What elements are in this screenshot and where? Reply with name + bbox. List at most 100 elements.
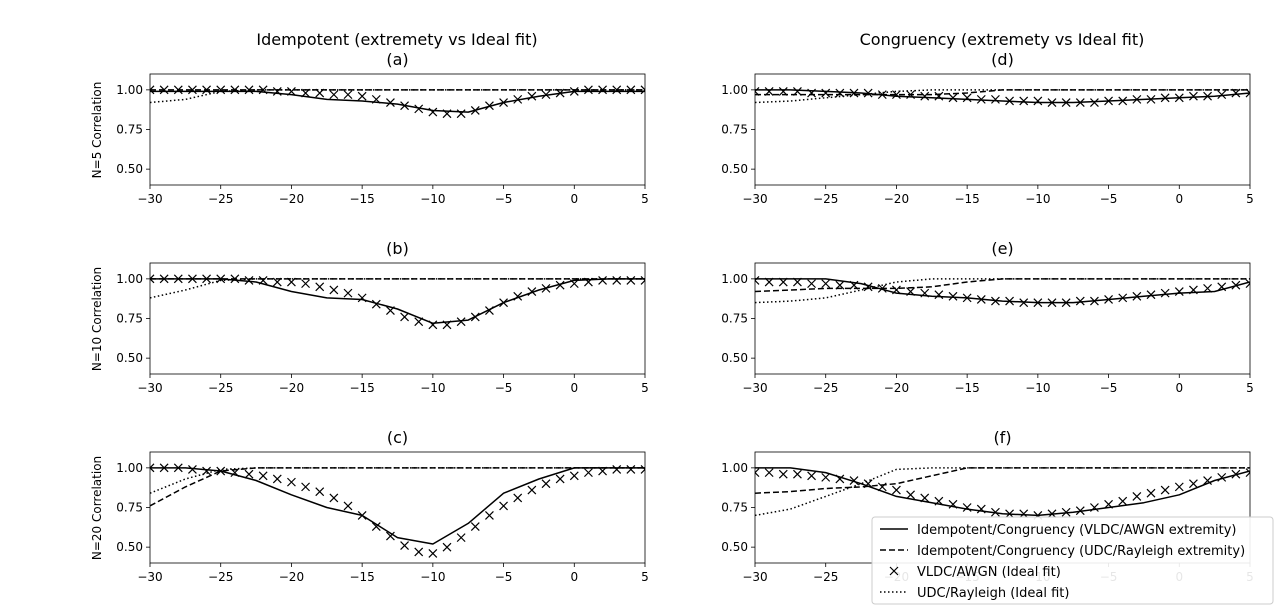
- x-marker-point: [1061, 98, 1071, 107]
- x-marker-point: [1090, 503, 1099, 512]
- x-marker-point: [821, 472, 831, 482]
- x-marker-point: [202, 274, 211, 284]
- x-marker-point: [755, 468, 760, 478]
- x-marker-point: [1203, 476, 1212, 485]
- x-tick-label: −5: [495, 570, 513, 584]
- x-marker-point: [1160, 288, 1170, 298]
- y-tick-label: 0.50: [116, 540, 143, 554]
- series-vldc-awgn-extremity-line: [755, 467, 1250, 517]
- x-marker-point: [584, 277, 593, 287]
- x-marker-point: [499, 501, 508, 511]
- x-marker-point: [442, 109, 452, 119]
- x-marker-point: [807, 88, 816, 98]
- x-marker-point: [371, 522, 381, 531]
- x-marker-point: [315, 487, 325, 497]
- legend-label-solid: Idempotent/Congruency (VLDC/AWGN extremi…: [917, 523, 1236, 538]
- x-marker-point: [456, 109, 466, 119]
- x-tick-label: 5: [641, 192, 649, 206]
- x-marker-point: [485, 306, 494, 315]
- x-marker-point: [934, 91, 944, 101]
- x-marker-point: [188, 465, 197, 474]
- x-marker-point: [892, 285, 901, 295]
- x-marker-point: [584, 468, 593, 478]
- x-marker-point: [301, 88, 310, 98]
- x-marker-point: [640, 465, 645, 474]
- x-tick-label: −5: [1100, 192, 1118, 206]
- x-marker-point: [1245, 279, 1250, 289]
- x-marker-point: [272, 87, 282, 96]
- plot-area-frame: [754, 73, 1251, 186]
- x-marker-point: [188, 85, 197, 95]
- x-tick-label: −25: [208, 570, 233, 584]
- x-marker-point: [1104, 96, 1113, 106]
- x-marker-point: [150, 274, 155, 284]
- x-marker-point: [764, 87, 774, 96]
- x-marker-point: [555, 280, 565, 290]
- x-marker-point: [159, 463, 169, 473]
- x-marker-point: [357, 293, 367, 303]
- x-marker-point: [414, 317, 424, 327]
- series-vldc-awgn-extremity-line: [755, 278, 1250, 304]
- x-marker-point: [301, 482, 310, 492]
- legend-x-marker-swatch: [889, 566, 899, 576]
- series-vldc-awgn-ideal-fit: [755, 468, 1250, 520]
- x-marker-point: [470, 106, 480, 115]
- x-marker-point: [793, 469, 802, 479]
- x-marker-point: [216, 85, 226, 95]
- x-marker-point: [569, 471, 579, 481]
- x-marker-point: [343, 288, 353, 298]
- x-marker-point: [1090, 98, 1099, 107]
- x-marker-point: [188, 274, 197, 284]
- x-marker-point: [877, 283, 887, 293]
- x-marker-point: [287, 87, 296, 96]
- x-marker-point: [835, 280, 845, 290]
- x-marker-point: [1033, 298, 1043, 308]
- y-tick-label: 0.50: [721, 540, 748, 554]
- subplot-grid: (a) −30 −25 −20 −15 −10 −5 0 5 0.50 0.75 1.00 (b) −30…: [116, 50, 1254, 584]
- x-marker-point: [598, 466, 607, 476]
- x-marker-point: [906, 90, 915, 100]
- x-marker-point: [216, 466, 226, 476]
- x-marker-point: [541, 479, 551, 489]
- x-marker-point: [230, 274, 240, 284]
- x-marker-point: [991, 296, 1000, 306]
- x-tick-label: −30: [742, 381, 767, 395]
- x-marker-point: [934, 496, 944, 506]
- legend-label-x-marker: VLDC/AWGN (Ideal fit): [917, 565, 1061, 580]
- x-tick-label: −30: [137, 192, 162, 206]
- x-marker-point: [877, 90, 887, 100]
- row-label-n5: N=5 Correlation: [90, 82, 104, 179]
- x-marker-point: [569, 279, 579, 289]
- legend: Idempotent/Congruency (VLDC/AWGN extremi…: [871, 516, 1274, 605]
- x-marker-point: [555, 474, 565, 484]
- x-tick-label: −30: [137, 570, 162, 584]
- x-marker-point: [1174, 93, 1184, 103]
- x-marker-point: [400, 312, 409, 322]
- x-tick-label: 5: [1246, 381, 1254, 395]
- y-tick-label: 1.00: [116, 461, 143, 475]
- x-marker-point: [287, 477, 296, 487]
- x-tick-label: −5: [495, 381, 513, 395]
- series-udc-rayleigh-ideal-fit-line: [150, 467, 645, 494]
- plot-area-frame: [149, 73, 646, 186]
- series-udc-rayleigh-ideal-fit-line: [150, 278, 645, 299]
- subplot-title: (e): [991, 239, 1013, 258]
- series-vldc-awgn-extremity-line: [755, 89, 1250, 104]
- x-marker-point: [244, 469, 254, 479]
- x-marker-point: [849, 88, 859, 98]
- subplot-a: (a) −30 −25 −20 −15 −10 −5 0 5 0.50 0.75 1.00: [116, 50, 649, 206]
- x-marker-point: [150, 463, 155, 473]
- plot-area-frame: [149, 262, 646, 375]
- column-title-left: Idempotent (extremety vs Ideal fit): [256, 30, 537, 49]
- x-marker-point: [258, 276, 268, 285]
- x-marker-point: [513, 291, 523, 301]
- legend-frame: [871, 516, 1274, 605]
- y-tick-label: 0.50: [116, 351, 143, 365]
- x-marker-point: [598, 276, 607, 285]
- x-tick-label: −10: [1025, 381, 1050, 395]
- x-marker-point: [173, 463, 183, 473]
- y-tick-label: 0.75: [721, 123, 748, 137]
- x-marker-point: [778, 87, 788, 96]
- x-marker-point: [863, 282, 873, 292]
- x-marker-point: [1146, 488, 1156, 498]
